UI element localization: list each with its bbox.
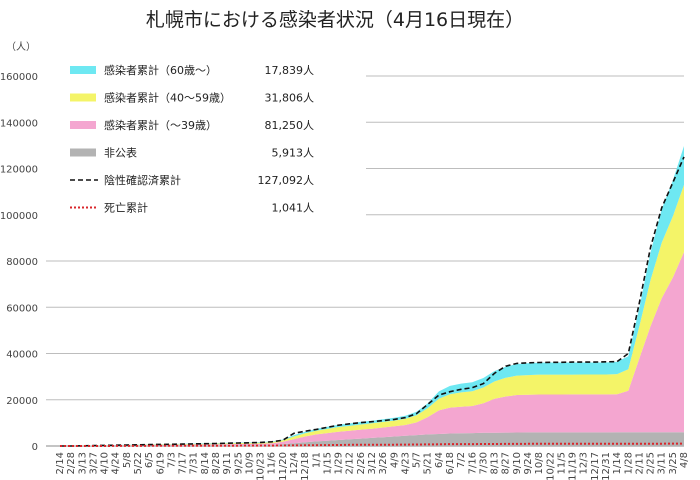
x-tick-label: 11/5 (556, 452, 567, 474)
chart-title: 札幌市における感染者状況（4月16日現在） (146, 9, 524, 31)
x-tick-label: 7/17 (178, 452, 189, 474)
x-tick-label: 4/23 (400, 452, 411, 474)
x-tick-label: 8/27 (501, 452, 512, 474)
x-tick-label: 4/10 (100, 452, 111, 474)
legend-label: 感染者累計（～39歳） (104, 118, 217, 132)
x-tick-label: 10/9 (244, 452, 255, 474)
x-tick-label: 7/2 (456, 452, 467, 468)
x-tick-label: 8/28 (211, 452, 222, 474)
y-tick-label: 80000 (6, 257, 38, 268)
x-tick-label: 4/24 (111, 452, 122, 474)
x-tick-label: 7/3 (166, 452, 177, 468)
x-tick-label: 5/21 (423, 452, 434, 474)
x-tick-label: 11/6 (267, 452, 278, 474)
legend-label: 死亡累計 (104, 201, 148, 215)
x-tick-label: 12/18 (300, 452, 311, 480)
line-series-0 (60, 156, 685, 447)
legend-value: 127,092人 (258, 174, 315, 187)
x-tick-label: 3/25 (668, 452, 679, 474)
x-tick-label: 12/3 (579, 452, 590, 474)
line-series-1 (60, 442, 684, 447)
x-tick-label: 2/14 (55, 452, 66, 474)
x-tick-label: 11/19 (568, 452, 579, 480)
x-tick-label: 4/9 (389, 452, 400, 468)
x-tick-label: 6/5 (144, 452, 155, 468)
x-tick-label: 2/11 (634, 452, 645, 474)
x-tick-label: 12/31 (601, 452, 612, 480)
legend-value: 31,806人 (265, 92, 315, 105)
x-tick-label: 11/20 (278, 452, 289, 480)
area-series-3 (60, 432, 684, 446)
legend-swatch-3 (70, 148, 96, 157)
x-tick-label: 2/28 (66, 452, 77, 474)
legend-value: 17,839人 (265, 64, 315, 77)
x-tick-label: 5/8 (122, 452, 133, 468)
y-tick-label: 60000 (6, 303, 38, 314)
line-series (60, 156, 685, 447)
x-tick-label: 6/4 (434, 452, 445, 468)
x-tick-label: 1/14 (612, 452, 623, 474)
area-series-0 (60, 146, 684, 446)
x-tick-label: 7/16 (467, 452, 478, 474)
x-tick-label: 9/24 (523, 452, 534, 474)
x-tick-label: 9/10 (512, 452, 523, 474)
x-tick-label: 4/8 (679, 452, 690, 468)
y-tick-label: 100000 (0, 211, 38, 222)
x-tick-label: 3/26 (378, 452, 389, 474)
x-tick-label: 2/25 (646, 452, 657, 474)
x-tick-label: 5/7 (412, 452, 423, 468)
legend-value: 5,913人 (272, 147, 315, 160)
legend-label: 感染者累計（60歳～） (104, 63, 217, 77)
y-axis-label: （人） (6, 41, 36, 53)
area-series-2 (60, 252, 684, 446)
x-tick-label: 10/23 (256, 452, 267, 480)
x-tick-label: 8/13 (490, 452, 501, 474)
x-tick-label: 6/19 (155, 452, 166, 474)
x-tick-label: 8/14 (200, 452, 211, 474)
x-tick-label: 1/1 (311, 452, 322, 468)
x-tick-label: 1/29 (334, 452, 345, 474)
x-tick-label: 7/30 (478, 452, 489, 474)
x-tick-label: 3/11 (657, 452, 668, 474)
area-series-1 (60, 184, 684, 446)
y-tick-label: 0 (32, 442, 38, 453)
legend-label: 陰性確認済累計 (104, 173, 181, 187)
legend-swatch-2 (70, 121, 96, 129)
x-tick-label: 1/28 (623, 452, 634, 474)
y-tick-label: 160000 (0, 72, 38, 83)
x-tick-label: 9/11 (222, 452, 233, 474)
x-tick-label: 5/22 (133, 452, 144, 474)
x-tick-label: 9/25 (233, 452, 244, 474)
y-tick-label: 140000 (0, 118, 38, 129)
y-tick-labels: 0 20000 40000 60000 80000 100000 120000 140000 1… (0, 72, 38, 453)
legend-label: 感染者累計（40～59歳） (104, 91, 231, 105)
legend-value: 81,250人 (265, 119, 315, 132)
legend-swatch-0 (70, 66, 96, 74)
x-tick-label: 3/12 (367, 452, 378, 474)
x-tick-label: 2/12 (345, 452, 356, 474)
y-tick-label: 20000 (6, 396, 38, 407)
x-tick-label: 12/4 (289, 452, 300, 474)
x-tick-label: 7/31 (189, 452, 200, 474)
area-series (60, 146, 684, 446)
x-tick-label: 2/26 (356, 452, 367, 474)
y-tick-label: 40000 (6, 350, 38, 361)
x-tick-labels: 2/14 2/28 3/13 3/27 4/10 4/24 5/8 5/22 6/5 6/19 7/… (55, 452, 690, 480)
x-tick-label: 10/8 (534, 452, 545, 474)
x-tick-label: 1/15 (322, 452, 333, 474)
legend-label: 非公表 (104, 146, 137, 160)
legend-value: 1,041人 (272, 202, 315, 215)
legend-swatch-1 (70, 93, 96, 102)
x-tick-label: 12/17 (590, 452, 601, 480)
x-tick-label: 10/22 (545, 452, 556, 480)
x-tick-label: 6/18 (445, 452, 456, 474)
y-tick-label: 120000 (0, 165, 38, 176)
x-tick-label: 3/27 (88, 452, 99, 474)
x-tick-label: 3/13 (77, 452, 88, 474)
